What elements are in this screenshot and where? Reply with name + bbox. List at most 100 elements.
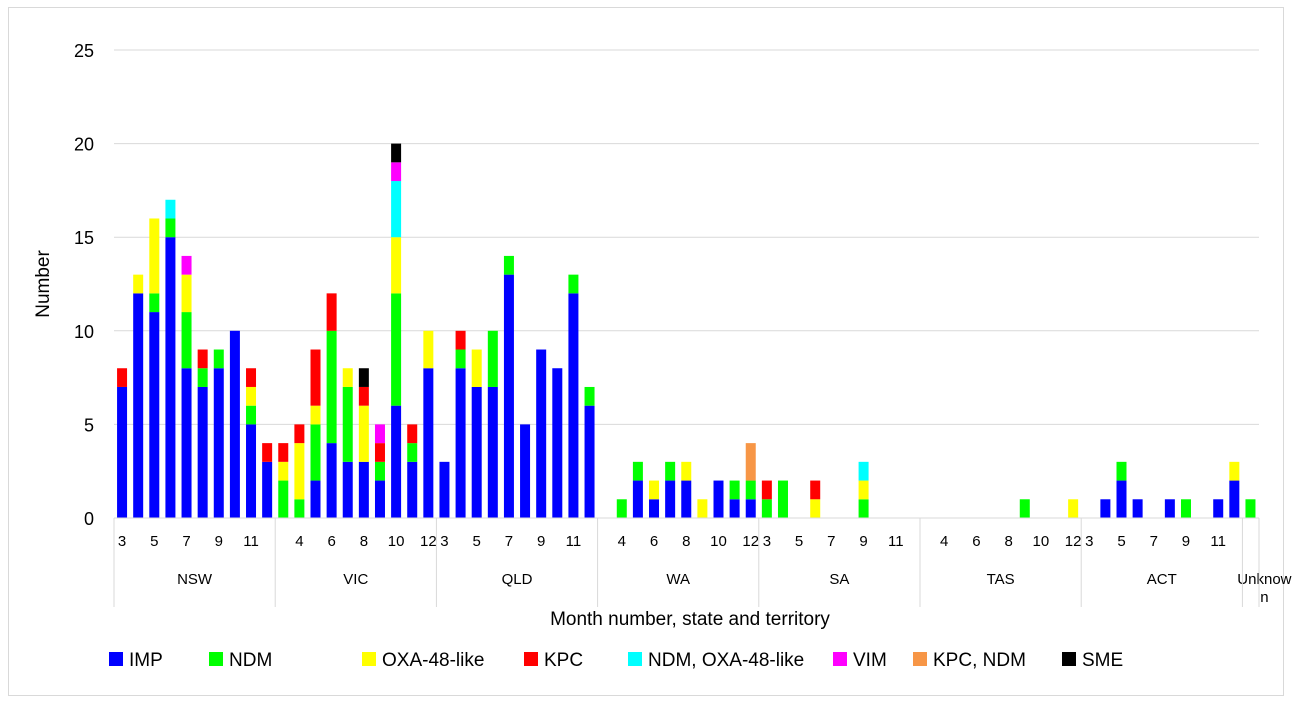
bar-segment (294, 424, 305, 444)
bar-segment (1164, 499, 1175, 518)
bar-segment (1068, 499, 1079, 518)
y-tick-label: 10 (74, 322, 94, 342)
bar-segment (584, 386, 595, 406)
x-tick-label: 12 (742, 533, 759, 550)
bar-segment (745, 480, 756, 500)
bar-segment (246, 424, 257, 518)
bar-segment (358, 386, 369, 406)
bar-segment (391, 143, 402, 163)
legend-swatch (362, 652, 376, 666)
bar-segment (1116, 480, 1127, 518)
bar-segment (407, 461, 418, 518)
y-tick-label: 25 (74, 41, 94, 61)
bar-segment (310, 349, 321, 406)
bar-segment (1213, 499, 1224, 518)
bar-segment (294, 499, 305, 518)
x-tick-label: 5 (150, 533, 158, 550)
x-tick-label: 12 (1065, 533, 1082, 550)
legend-label: NDM, OXA-48-like (648, 650, 804, 671)
bar-segment (197, 368, 208, 387)
bar-segment (681, 461, 692, 481)
bar-segment (391, 181, 402, 238)
bar-segment (455, 330, 466, 350)
bar-segment (1180, 499, 1191, 518)
bar-segment (745, 499, 756, 518)
bar-segment (197, 349, 208, 369)
legend-swatch (833, 652, 847, 666)
bar-segment (584, 405, 595, 518)
x-tick-label: 10 (710, 533, 727, 550)
bar-segment (181, 255, 192, 275)
bar-segment (649, 480, 660, 500)
category-label: NSW (177, 571, 213, 588)
x-tick-label: 4 (940, 533, 948, 550)
x-tick-label: 11 (1210, 533, 1226, 550)
legend-swatch (628, 652, 642, 666)
bar-segment (665, 461, 676, 481)
x-tick-label: 6 (327, 533, 335, 550)
bar-segment (342, 386, 353, 462)
x-tick-label: 8 (360, 533, 368, 550)
bar-segment (278, 480, 289, 518)
chart-frame (8, 7, 1284, 696)
legend-label: KPC, NDM (933, 650, 1026, 671)
bar-segment (326, 330, 337, 444)
bar-segment (165, 218, 176, 238)
x-tick-label: 7 (505, 533, 513, 550)
bar-segment (197, 386, 208, 518)
bar-segment (149, 218, 160, 294)
x-tick-label: 7 (1150, 533, 1158, 550)
bar-segment (487, 386, 498, 518)
x-axis-title: Month number, state and territory (550, 609, 830, 630)
bar-segment (342, 461, 353, 518)
x-tick-label: 12 (420, 533, 437, 550)
bar-segment (810, 480, 821, 500)
y-tick-label: 20 (74, 135, 94, 155)
bar-segment (439, 461, 450, 518)
bar-segment (262, 443, 273, 462)
category-label: ACT (1147, 571, 1177, 588)
bar-segment (455, 349, 466, 369)
bar-segment (1229, 461, 1240, 481)
bar-segment (1245, 499, 1256, 518)
bar-segment (810, 499, 821, 518)
y-tick-label: 0 (84, 509, 94, 529)
bar-segment (326, 443, 337, 518)
bar-segment (278, 461, 289, 481)
x-tick-label: 4 (618, 533, 626, 550)
legend-label: VIM (853, 650, 887, 671)
bar-segment (374, 424, 385, 444)
category-label: Unknow (1237, 571, 1291, 588)
bar-segment (181, 368, 192, 518)
bar-segment (165, 199, 176, 219)
bar-segment (310, 405, 321, 425)
bar-segment (358, 461, 369, 518)
x-tick-label: 4 (295, 533, 303, 550)
bar-segment (149, 293, 160, 313)
bar-segment (310, 424, 321, 481)
bar-segment (246, 405, 257, 425)
bar-segment (568, 274, 579, 294)
bar-segment (358, 368, 369, 387)
bar-segment (117, 368, 128, 387)
x-tick-label: 5 (473, 533, 481, 550)
category-label: WA (666, 571, 690, 588)
category-label: n (1260, 589, 1268, 606)
bar-segment (649, 499, 660, 518)
x-tick-label: 8 (682, 533, 690, 550)
x-tick-label: 9 (1182, 533, 1190, 550)
x-tick-label: 10 (388, 533, 405, 550)
bar-segment (246, 368, 257, 387)
x-tick-label: 7 (827, 533, 835, 550)
y-tick-label: 5 (84, 415, 94, 435)
legend-label: NDM (229, 650, 272, 671)
category-label: QLD (502, 571, 533, 588)
bar-segment (262, 461, 273, 518)
bar-segment (1019, 499, 1030, 518)
x-tick-label: 6 (650, 533, 658, 550)
bar-segment (149, 312, 160, 518)
bar-segment (536, 349, 547, 518)
bar-segment (729, 499, 740, 518)
bar-segment (471, 386, 482, 518)
